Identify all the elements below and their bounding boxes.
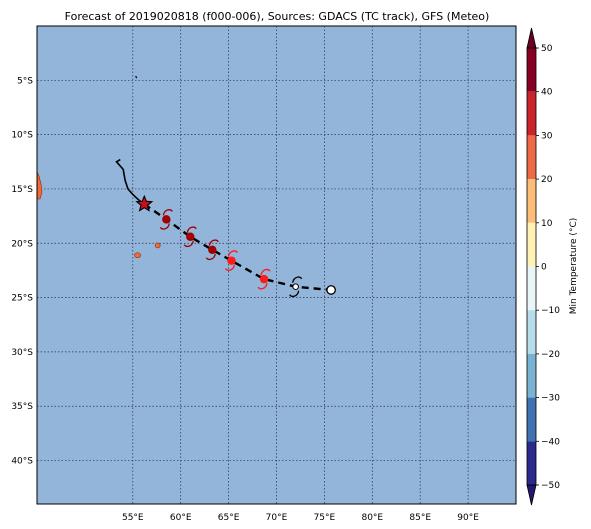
forecast-position-circle [326,285,336,295]
latitude-tick-label: 5°S [17,76,33,86]
colorbar-segment [527,48,536,92]
colorbar-ticks: 50 40 30 20 10 0 −10 −20 −30 −40 −50 [536,44,560,491]
longitude-tick-label: 85°E [409,513,431,523]
mauritius-island [154,242,161,249]
colorbar-segment [527,397,536,442]
cyclone-symbol-icon [183,226,197,248]
cyclone-symbol-icon [205,239,219,261]
colorbar-tick-label: −20 [541,350,560,360]
longitude-tick-label: 80°E [361,513,383,523]
colorbar-segment [527,353,536,398]
colorbar-segment [527,179,536,223]
colorbar-tick-label: −10 [541,306,560,316]
longitude-tick-label: 70°E [266,513,288,523]
colorbar-segment [527,91,536,136]
cyclone-track [115,158,336,298]
colorbar-tick-label: −50 [541,481,560,491]
colorbar-segment [527,222,536,267]
colorbar-tick-label: 0 [541,263,547,273]
colorbar-label: Min Temperature (°C) [569,218,579,315]
graticule [37,26,516,504]
longitude-tick-label: 90°E [457,513,479,523]
colorbar-extend-bottom [526,484,537,506]
map-frame [36,25,517,505]
colorbar-tick-label: 10 [541,219,553,229]
longitude-tick-label: 65°E [218,513,240,523]
longitude-tick-label: 60°E [170,513,192,523]
current-position-star-icon [135,194,154,212]
latitude-tick-label: 40°S [11,457,33,467]
colorbar-tick-label: 20 [541,175,553,185]
colorbar-tick-label: −30 [541,394,560,404]
cyclone-symbol-icon [159,209,173,230]
colorbar-tick-label: −40 [541,437,560,447]
cyclone-symbol-icon [289,276,303,298]
colorbar-tick-label: 50 [541,44,553,54]
reunion-island [134,252,141,259]
figure-title: Forecast of 2019020818 (f000-006), Sourc… [65,10,490,23]
colorbar-segment [527,135,536,180]
map-panel: 55°E 60°E 65°E 70°E 75°E 80°E 85°E 90°E 5°S 10°S… [11,25,517,523]
colorbar-segment [527,310,536,354]
colorbar-tick-label: 40 [541,88,553,98]
colorbar-extend-top [526,27,537,49]
seychelles-islet [135,75,138,79]
cyclone-symbol-icon [257,268,271,290]
colorbar: 50 40 30 20 10 0 −10 −20 −30 −40 −50 Min Temperatu… [526,27,579,506]
latitude-tick-label: 10°S [11,131,33,141]
latitude-tick-label: 25°S [11,294,33,304]
colorbar-segments [526,27,537,506]
latitude-tick-label: 35°S [11,402,33,412]
longitude-tick-label: 55°E [122,513,144,523]
longitude-tick-label: 75°E [314,513,336,523]
latitude-ticks: 5°S 10°S 15°S 20°S 25°S 30°S 35°S 40°S [11,76,33,466]
colorbar-tick-label: 30 [541,131,553,141]
colorbar-segment [527,266,536,311]
cyclone-symbol-icon [224,250,239,271]
colorbar-segment [527,441,536,485]
land-masses [36,75,161,259]
latitude-tick-label: 30°S [11,348,33,358]
latitude-tick-label: 15°S [11,185,33,195]
longitude-ticks: 55°E 60°E 65°E 70°E 75°E 80°E 85°E 90°E [122,513,479,523]
latitude-tick-label: 20°S [11,239,33,249]
forecast-track-line [143,203,332,292]
past-track-line [115,158,145,205]
